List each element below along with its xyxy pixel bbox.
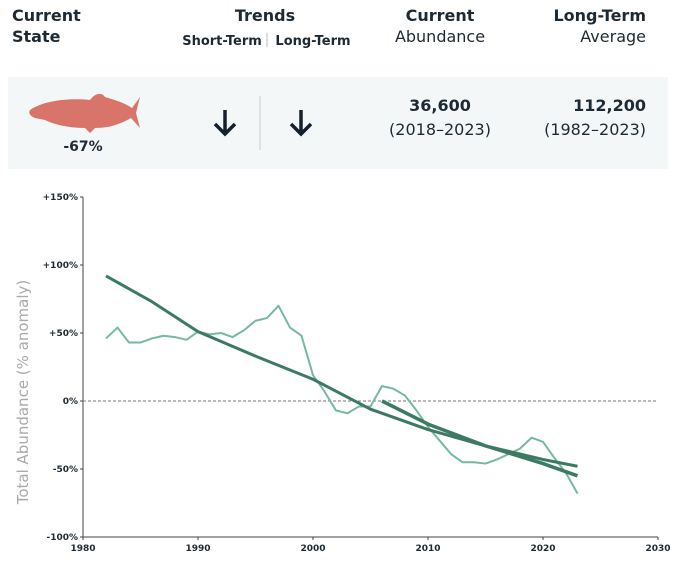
y-tick-label: +50% <box>49 329 78 339</box>
x-tick-label: 2010 <box>415 544 440 554</box>
current-period: (2018–2023) <box>389 120 491 139</box>
header: Current <box>406 6 475 25</box>
x-tick-label: 1980 <box>70 544 95 554</box>
x-tick-label: 2020 <box>530 544 555 554</box>
long-term-arrow <box>289 110 313 137</box>
y-tick-label: +150% <box>43 193 78 203</box>
average-period: (1982–2023) <box>544 120 646 139</box>
header: Long-Term <box>553 6 646 25</box>
y-tick-label: 0% <box>63 397 78 407</box>
x-tick-label: 1990 <box>185 544 210 554</box>
short-term-arrow <box>213 110 237 137</box>
average: 112,200 <box>573 96 646 115</box>
line <box>381 399 579 478</box>
y-tick-label: -100% <box>46 533 78 543</box>
header: Abundance <box>395 27 485 46</box>
current-abundance: 36,600 <box>409 96 471 115</box>
line <box>105 304 579 494</box>
header: Trends <box>235 6 295 25</box>
header: State <box>12 27 61 46</box>
y-tick-label: -50% <box>53 465 78 475</box>
header: Short-Term <box>182 34 262 49</box>
x-tick-label: 2030 <box>645 544 670 554</box>
x-tick-label: 2000 <box>300 544 325 554</box>
line <box>105 274 578 468</box>
state-value: -67% <box>63 139 102 155</box>
header: Average <box>580 27 646 46</box>
salmon-icon <box>29 93 140 133</box>
header: Current <box>12 6 81 25</box>
y-tick-label: +100% <box>43 261 78 271</box>
y-axis-label: Total Abundance (% anomaly) <box>14 280 32 506</box>
header: Long-Term <box>275 34 350 49</box>
